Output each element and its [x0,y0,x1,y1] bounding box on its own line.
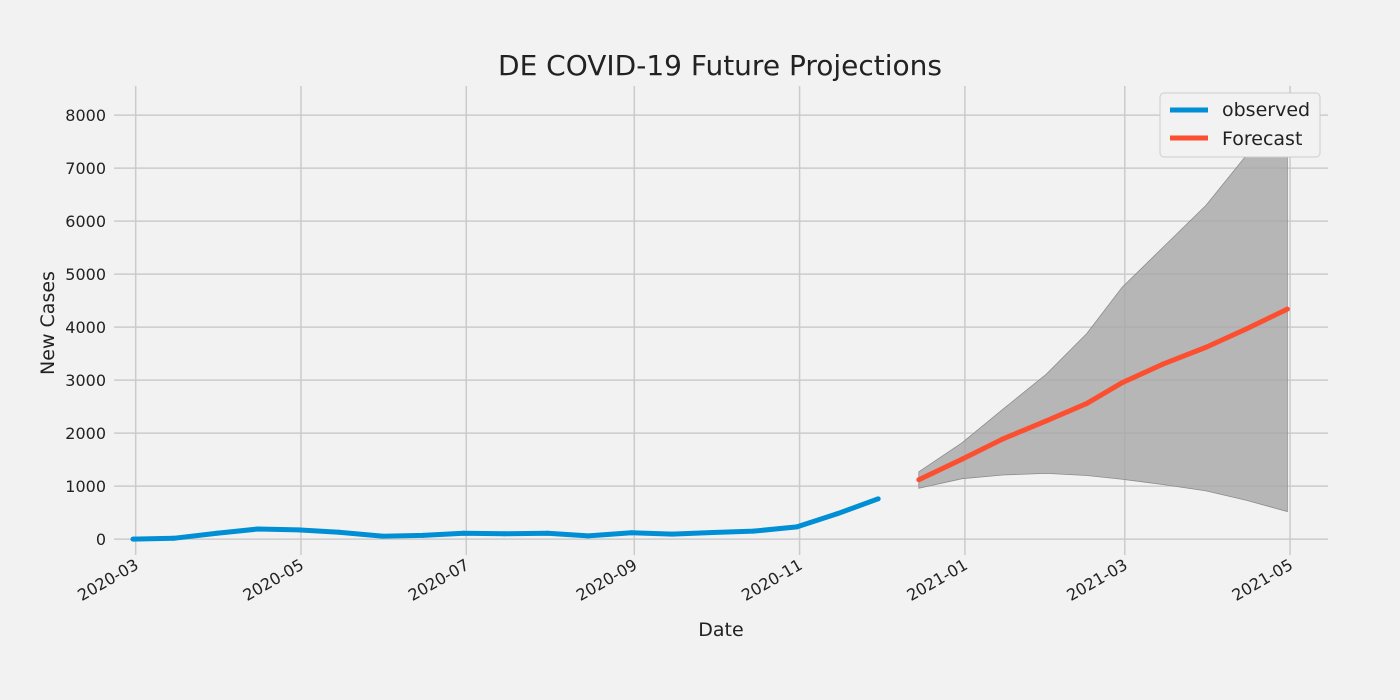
forecast-point [1244,326,1250,332]
y-tick-label: 3000 [65,371,106,390]
y-tick-label: 0 [96,530,106,549]
observed-point [669,531,675,537]
y-tick-label: 5000 [65,265,106,284]
observed-point [751,528,757,534]
observed-point [295,527,301,533]
forecast-point [916,477,922,483]
observed-point [379,533,385,539]
y-tick-label: 4000 [65,318,106,337]
chart-title: DE COVID-19 Future Projections [498,49,942,82]
observed-point [420,532,426,538]
forecast-point [1119,380,1125,386]
observed-point [214,530,220,536]
legend-label-observed: observed [1222,99,1310,121]
forecast-point [1160,361,1166,367]
legend: observed Forecast [1159,92,1321,158]
observed-point [710,529,716,535]
observed-point [794,524,800,530]
observed-point [501,531,507,537]
y-tick-labels: 0 1000 2000 3000 4000 5000 6000 7000 8000 [65,106,106,549]
legend-label-forecast: Forecast [1222,128,1302,150]
observed-point [171,535,177,541]
y-tick-label: 6000 [65,212,106,231]
confidence-band-layer [918,116,1288,513]
series-layer [130,306,1290,542]
forecast-point [1000,436,1006,442]
observed-point [461,530,467,536]
forecast-confidence-band [918,116,1288,513]
forecast-point [1203,344,1209,350]
y-tick-label: 2000 [65,424,106,443]
forecast-line [917,306,1289,483]
observed-point [545,530,551,536]
observed-point [255,526,261,532]
y-tick-label: 7000 [65,159,106,178]
y-tick-label: 8000 [65,106,106,125]
observed-point [875,496,881,502]
y-tick-label: 1000 [65,477,106,496]
grid [114,86,1328,555]
forecast-point [1043,418,1049,424]
y-axis-label: New Cases [37,271,59,375]
observed-point [629,530,635,536]
observed-point [336,529,342,535]
forecast-point [1284,306,1290,312]
observed-point [835,511,841,517]
observed-point [585,533,591,539]
x-axis-label: Date [698,619,743,641]
observed-point [130,536,136,542]
forecast-point [959,456,965,462]
forecast-point [1084,400,1090,406]
